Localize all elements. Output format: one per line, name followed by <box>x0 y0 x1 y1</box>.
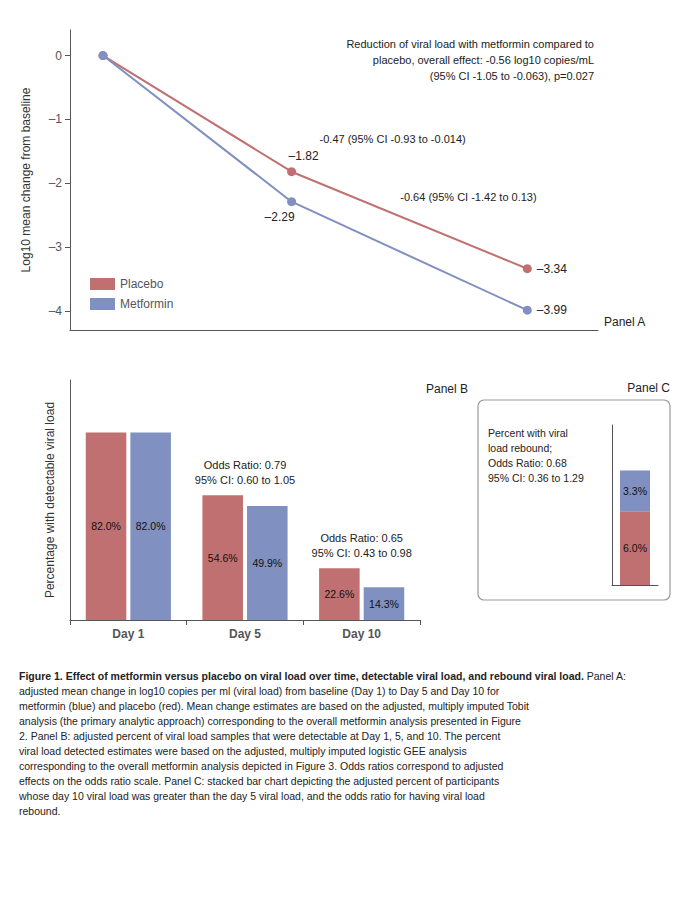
svg-text:–1.82: –1.82 <box>289 149 319 163</box>
svg-text:-0.47 (95% CI -0.93 to -0.014): -0.47 (95% CI -0.93 to -0.014) <box>320 133 466 145</box>
svg-text:Percentage with detectable vir: Percentage with detectable viral load <box>43 402 57 598</box>
svg-text:load rebound;: load rebound; <box>488 442 552 454</box>
svg-text:Panel A: Panel A <box>604 315 645 329</box>
svg-text:–3: –3 <box>49 240 63 254</box>
svg-text:Day 1: Day 1 <box>112 627 144 641</box>
svg-text:-0.64 (95% CI -1.42 to 0.13): -0.64 (95% CI -1.42 to 0.13) <box>400 191 536 203</box>
svg-text:Day 10: Day 10 <box>342 627 381 641</box>
svg-text:22.6%: 22.6% <box>324 588 354 600</box>
svg-text:–2: –2 <box>49 176 63 190</box>
svg-text:rebound.: rebound. <box>19 805 60 817</box>
svg-text:Figure 1. Effect of metformin: Figure 1. Effect of metformin versus pla… <box>19 670 584 682</box>
svg-text:Percent with viral: Percent with viral <box>488 427 568 439</box>
svg-text:3.3%: 3.3% <box>623 485 647 497</box>
svg-text:82.0%: 82.0% <box>91 520 121 532</box>
svg-text:–3.99: –3.99 <box>537 303 567 317</box>
svg-text:–2.29: –2.29 <box>265 210 295 224</box>
svg-text:Odds Ratio: 0.68: Odds Ratio: 0.68 <box>488 457 567 469</box>
svg-text:–3.34: –3.34 <box>537 262 567 276</box>
svg-text:Panel A:: Panel A: <box>584 670 629 682</box>
svg-text:Day 5: Day 5 <box>229 627 261 641</box>
svg-text:metformin (blue) and placebo (: metformin (blue) and placebo (red). Mean… <box>19 700 532 712</box>
svg-text:0: 0 <box>55 49 62 63</box>
svg-text:Metformin: Metformin <box>120 297 173 311</box>
svg-text:whose day 10 viral load was gr: whose day 10 viral load was greater than… <box>18 790 488 802</box>
svg-text:–1: –1 <box>49 112 63 126</box>
svg-text:analysis (the primary analytic: analysis (the primary analytic approach)… <box>19 715 524 727</box>
svg-text:Reduction of viral load with m: Reduction of viral load with metformin c… <box>346 38 594 50</box>
svg-text:82.0%: 82.0% <box>136 520 166 532</box>
svg-text:Panel B: Panel B <box>426 382 468 396</box>
svg-text:6.0%: 6.0% <box>623 542 647 554</box>
svg-text:Placebo: Placebo <box>120 277 164 291</box>
svg-text:14.3%: 14.3% <box>369 598 399 610</box>
svg-text:95% CI: 0.43 to 0.98: 95% CI: 0.43 to 0.98 <box>312 547 412 559</box>
svg-text:(95% CI -1.05 to -0.063), p=0.: (95% CI -1.05 to -0.063), p=0.027 <box>430 70 594 82</box>
svg-text:54.6%: 54.6% <box>208 552 238 564</box>
svg-text:Odds Ratio: 0.79: Odds Ratio: 0.79 <box>204 459 287 471</box>
svg-text:Panel C: Panel C <box>627 381 670 395</box>
svg-text:placebo, overall effect: -0.56: placebo, overall effect: -0.56 log10 cop… <box>373 54 594 66</box>
svg-text:95% CI: 0.60 to 1.05: 95% CI: 0.60 to 1.05 <box>195 474 295 486</box>
svg-text:Odds Ratio: 0.65: Odds Ratio: 0.65 <box>320 532 403 544</box>
svg-text:corresponding to the overall m: corresponding to the overall metformin a… <box>19 760 506 772</box>
svg-text:2. Panel B: adjusted percent o: 2. Panel B: adjusted percent of viral lo… <box>19 730 503 742</box>
svg-text:–4: –4 <box>49 304 63 318</box>
svg-text:95% CI: 0.36 to 1.29: 95% CI: 0.36 to 1.29 <box>488 472 584 484</box>
svg-text:adjusted mean change in log10: adjusted mean change in log10 copies per… <box>19 685 502 697</box>
svg-text:Log10 mean change from baselin: Log10 mean change from baseline <box>19 87 33 272</box>
svg-text:viral load detected estimates: viral load detected estimates were based… <box>19 745 470 757</box>
svg-text:effects on the odds ratio scal: effects on the odds ratio scale. Panel C… <box>19 775 502 787</box>
svg-text:49.9%: 49.9% <box>252 557 282 569</box>
